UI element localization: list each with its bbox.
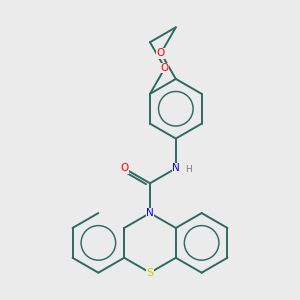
Text: S: S (146, 268, 154, 278)
Text: O: O (161, 63, 169, 73)
Text: N: N (146, 208, 154, 218)
Text: H: H (186, 165, 192, 174)
Text: O: O (120, 164, 128, 173)
Text: O: O (157, 48, 165, 58)
Text: N: N (172, 164, 180, 173)
